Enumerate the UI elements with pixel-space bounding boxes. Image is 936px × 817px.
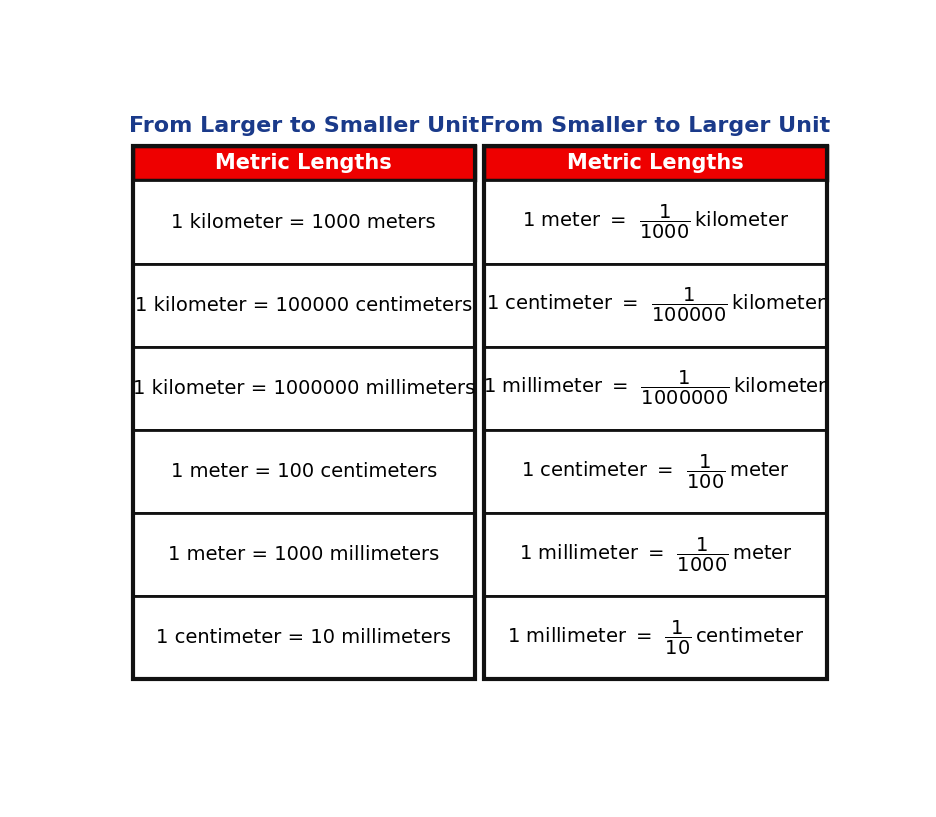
Bar <box>484 513 826 596</box>
Bar <box>484 346 826 430</box>
Bar <box>484 145 826 680</box>
Bar <box>133 596 475 680</box>
Bar <box>484 264 826 346</box>
Text: $\mathrm{1\ millimeter\ =\ }\,\dfrac{1}{1000000}\,\mathrm{kilometer}$: $\mathrm{1\ millimeter\ =\ }\,\dfrac{1}{… <box>483 369 828 408</box>
Bar <box>133 346 475 430</box>
Bar <box>133 181 475 264</box>
Text: Metric Lengths: Metric Lengths <box>215 153 392 173</box>
Bar <box>133 513 475 596</box>
Bar <box>133 430 475 513</box>
Text: $\mathrm{1\ centimeter\ =\ }\,\dfrac{1}{100}\,\mathrm{meter}$: $\mathrm{1\ centimeter\ =\ }\,\dfrac{1}{… <box>521 453 790 490</box>
Text: 1 kilometer = 1000 meters: 1 kilometer = 1000 meters <box>171 212 436 231</box>
Bar <box>484 181 826 264</box>
Text: 1 meter = 1000 millimeters: 1 meter = 1000 millimeters <box>168 545 439 565</box>
Text: From Smaller to Larger Unit: From Smaller to Larger Unit <box>480 116 831 136</box>
Bar <box>133 264 475 346</box>
Text: $\mathrm{1\ millimeter\ =\ }\,\dfrac{1}{1000}\,\mathrm{meter}$: $\mathrm{1\ millimeter\ =\ }\,\dfrac{1}{… <box>519 536 793 574</box>
Text: $\mathrm{1\ meter\ =\ }\,\dfrac{1}{1000}\,\mathrm{kilometer}$: $\mathrm{1\ meter\ =\ }\,\dfrac{1}{1000}… <box>522 203 789 241</box>
Bar <box>484 430 826 513</box>
Text: 1 centimeter = 10 millimeters: 1 centimeter = 10 millimeters <box>156 628 451 647</box>
Text: Metric Lengths: Metric Lengths <box>567 153 744 173</box>
Bar <box>133 145 475 680</box>
Bar <box>484 145 826 181</box>
Text: 1 kilometer = 1000000 millimeters: 1 kilometer = 1000000 millimeters <box>133 379 475 398</box>
Text: 1 kilometer = 100000 centimeters: 1 kilometer = 100000 centimeters <box>135 296 473 315</box>
Text: 1 meter = 100 centimeters: 1 meter = 100 centimeters <box>170 462 437 481</box>
Text: From Larger to Smaller Unit: From Larger to Smaller Unit <box>128 116 479 136</box>
Bar <box>133 145 475 181</box>
Text: $\mathrm{1\ centimeter\ =\ }\,\dfrac{1}{100000}\,\mathrm{kilometer}$: $\mathrm{1\ centimeter\ =\ }\,\dfrac{1}{… <box>486 286 826 324</box>
Bar <box>484 596 826 680</box>
Text: $\mathrm{1\ millimeter\ =\ }\,\dfrac{1}{10}\,\mathrm{centimeter}$: $\mathrm{1\ millimeter\ =\ }\,\dfrac{1}{… <box>507 618 804 657</box>
